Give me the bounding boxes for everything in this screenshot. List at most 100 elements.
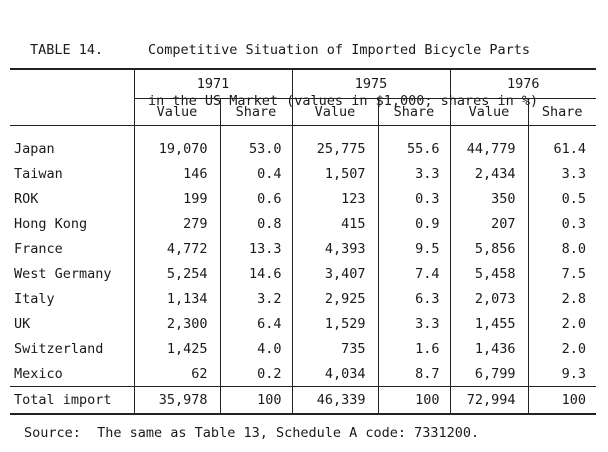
table-row: West Germany 5,254 14.6 3,407 7.4 5,458 7.5: [10, 261, 596, 286]
source-note: Source: The same as Table 13, Schedule A…: [24, 425, 480, 441]
table-row: Hong Kong 279 0.8 415 0.9 207 0.3: [10, 211, 596, 236]
share-cell: 1.6: [377, 336, 450, 361]
row-label: Japan: [14, 140, 55, 157]
value-cell: 3,407: [291, 261, 378, 286]
row-label: Italy: [14, 290, 55, 307]
share-cell: 9.3: [527, 361, 596, 387]
share-cell: 6.4: [219, 311, 292, 336]
table-number: TABLE 14.: [30, 42, 104, 58]
value-cell: 5,254: [133, 261, 220, 286]
import-table: 1971 1975 1976 Value Share Value Share V…: [10, 68, 596, 415]
table-row: ROK 199 0.6 123 0.3 350 0.5: [10, 186, 596, 211]
share-cell: 61.4: [527, 125, 596, 161]
value-cell: 207: [449, 211, 528, 236]
value-cell: 146: [133, 161, 220, 186]
value-cell: 4,772: [133, 236, 220, 261]
share-cell: 0.3: [527, 211, 596, 236]
share-header: Share: [377, 98, 450, 126]
row-label: France: [14, 240, 63, 257]
share-cell: 14.6: [219, 261, 292, 286]
value-cell: 4,034: [291, 361, 378, 387]
value-cell: 5,856: [449, 236, 528, 261]
caption-line-1: TABLE 14. Competitive Situation of Import…: [30, 42, 538, 59]
value-cell: 5,458: [449, 261, 528, 286]
value-cell: 735: [291, 336, 378, 361]
year-header-row: 1971 1975 1976: [10, 70, 596, 99]
share-cell: 3.3: [527, 161, 596, 186]
value-cell: 35,978: [133, 386, 220, 415]
share-cell: 6.3: [377, 286, 450, 311]
share-cell: 8.7: [377, 361, 450, 387]
value-cell: 62: [133, 361, 220, 387]
share-cell: 2.0: [527, 311, 596, 336]
share-cell: 9.5: [377, 236, 450, 261]
value-cell: 4,393: [291, 236, 378, 261]
share-cell: 0.9: [377, 211, 450, 236]
value-header: Value: [449, 98, 528, 126]
value-cell: 46,339: [291, 386, 378, 415]
row-label: Mexico: [14, 365, 63, 382]
value-cell: 1,425: [133, 336, 220, 361]
value-cell: 2,073: [449, 286, 528, 311]
value-cell: 279: [133, 211, 220, 236]
share-cell: 55.6: [377, 125, 450, 161]
share-cell: 13.3: [219, 236, 292, 261]
header-blank: [10, 98, 134, 126]
share-cell: 53.0: [219, 125, 292, 161]
share-cell: 3.2: [219, 286, 292, 311]
value-cell: 19,070: [133, 125, 220, 161]
caption-title: Competitive Situation of Imported Bicycl…: [148, 42, 531, 58]
share-cell: 4.0: [219, 336, 292, 361]
share-cell: 3.3: [377, 311, 450, 336]
total-row: Total import 35,978 100 46,339 100 72,99…: [10, 386, 596, 415]
row-label: UK: [14, 315, 31, 332]
value-cell: 72,994: [449, 386, 528, 415]
year-header: 1971: [133, 70, 292, 99]
value-cell: 123: [291, 186, 378, 211]
row-label: Taiwan: [14, 165, 63, 182]
value-cell: 415: [291, 211, 378, 236]
share-cell: 7.5: [527, 261, 596, 286]
header-blank: [10, 70, 134, 99]
value-cell: 350: [449, 186, 528, 211]
share-cell: 0.8: [219, 211, 292, 236]
share-cell: 0.4: [219, 161, 292, 186]
share-cell: 2.8: [527, 286, 596, 311]
value-cell: 6,799: [449, 361, 528, 387]
value-cell: 2,434: [449, 161, 528, 186]
row-label: Switzerland: [14, 340, 104, 357]
row-label: Total import: [10, 386, 134, 415]
value-cell: 25,775: [291, 125, 378, 161]
value-header: Value: [133, 98, 220, 126]
row-label: Hong Kong: [14, 215, 88, 232]
share-cell: 100: [377, 386, 450, 415]
share-cell: 0.3: [377, 186, 450, 211]
share-cell: 2.0: [527, 336, 596, 361]
value-cell: 1,507: [291, 161, 378, 186]
row-label: ROK: [14, 190, 39, 207]
row-label: West Germany: [14, 265, 112, 282]
table-row: Italy 1,134 3.2 2,925 6.3 2,073 2.8: [10, 286, 596, 311]
year-header: 1976: [449, 70, 596, 99]
share-cell: 0.5: [527, 186, 596, 211]
value-cell: 1,134: [133, 286, 220, 311]
share-cell: 7.4: [377, 261, 450, 286]
value-cell: 2,925: [291, 286, 378, 311]
share-cell: 3.3: [377, 161, 450, 186]
value-cell: 1,529: [291, 311, 378, 336]
share-header: Share: [527, 98, 596, 126]
share-header: Share: [219, 98, 292, 126]
value-cell: 44,779: [449, 125, 528, 161]
table-row: Taiwan 146 0.4 1,507 3.3 2,434 3.3: [10, 161, 596, 186]
value-cell: 199: [133, 186, 220, 211]
share-cell: 100: [527, 386, 596, 415]
share-cell: 0.2: [219, 361, 292, 387]
table-row: Japan 19,070 53.0 25,775 55.6 44,779 61.4: [10, 125, 596, 161]
value-cell: 1,455: [449, 311, 528, 336]
table-row: Mexico 62 0.2 4,034 8.7 6,799 9.3: [10, 361, 596, 387]
table-row: France 4,772 13.3 4,393 9.5 5,856 8.0: [10, 236, 596, 261]
table-row: UK 2,300 6.4 1,529 3.3 1,455 2.0: [10, 311, 596, 336]
value-cell: 1,436: [449, 336, 528, 361]
value-header: Value: [291, 98, 378, 126]
table-row: Switzerland 1,425 4.0 735 1.6 1,436 2.0: [10, 336, 596, 361]
